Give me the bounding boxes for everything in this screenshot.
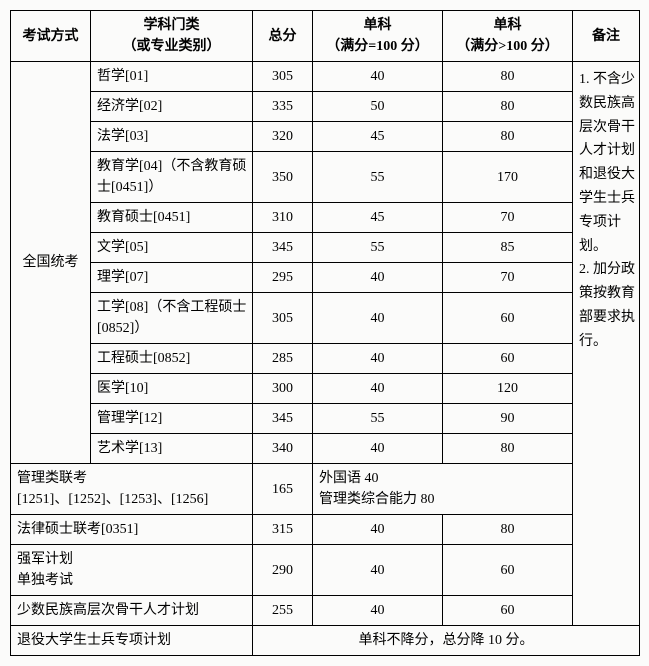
table-row: 全国统考 哲学[01] 305 40 80 1. 不含少数民族高层次骨干人才计划… (11, 62, 640, 92)
cell-total: 315 (253, 515, 313, 545)
h-notes: 备注 (573, 11, 640, 62)
cell-total: 345 (253, 404, 313, 434)
cell-label: 管理类联考[1251]、[1252]、[1253]、[1256] (11, 464, 253, 515)
cell-total: 285 (253, 344, 313, 374)
cell-total: 300 (253, 374, 313, 404)
table-row: 管理类联考[1251]、[1252]、[1253]、[1256] 165 外国语… (11, 464, 640, 515)
cell-subject: 工程硕士[0852] (91, 344, 253, 374)
cell-sgt100: 60 (443, 545, 573, 596)
cell-subject: 教育硕士[0451] (91, 203, 253, 233)
cell-label: 退役大学生士兵专项计划 (11, 626, 253, 656)
cell-s100: 40 (313, 263, 443, 293)
cell-s100: 45 (313, 203, 443, 233)
cell-s100: 40 (313, 62, 443, 92)
cell-sgt100: 80 (443, 62, 573, 92)
cell-subject: 医学[10] (91, 374, 253, 404)
cell-s100: 40 (313, 596, 443, 626)
table-row: 理学[07] 295 40 70 (11, 263, 640, 293)
cell-subject: 经济学[02] (91, 92, 253, 122)
cell-s100: 50 (313, 92, 443, 122)
table-row: 经济学[02] 335 50 80 (11, 92, 640, 122)
cell-total: 295 (253, 263, 313, 293)
cell-sgt100: 120 (443, 374, 573, 404)
cell-s100: 55 (313, 404, 443, 434)
cell-total: 320 (253, 122, 313, 152)
cell-sgt100: 170 (443, 152, 573, 203)
cell-sgt100: 60 (443, 293, 573, 344)
h-exam-type: 考试方式 (11, 11, 91, 62)
cell-label: 法律硕士联考[0351] (11, 515, 253, 545)
cell-s100: 55 (313, 152, 443, 203)
table-row: 退役大学生士兵专项计划 单科不降分，总分降 10 分。 (11, 626, 640, 656)
cell-subject: 教育学[04]（不含教育硕士[0451]） (91, 152, 253, 203)
cell-subject: 法学[03] (91, 122, 253, 152)
cell-total: 310 (253, 203, 313, 233)
cell-s100: 40 (313, 545, 443, 596)
cell-sgt100: 60 (443, 344, 573, 374)
cell-sgt100: 70 (443, 203, 573, 233)
cell-subject: 管理学[12] (91, 404, 253, 434)
cell-total: 305 (253, 293, 313, 344)
table-row: 工学[08]（不含工程硕士[0852]） 305 40 60 (11, 293, 640, 344)
cell-sgt100: 80 (443, 92, 573, 122)
cell-total: 345 (253, 233, 313, 263)
cell-total: 340 (253, 434, 313, 464)
table-row: 少数民族高层次骨干人才计划 255 40 60 (11, 596, 640, 626)
cell-total: 305 (253, 62, 313, 92)
table-row: 教育硕士[0451] 310 45 70 (11, 203, 640, 233)
cell-sgt100: 90 (443, 404, 573, 434)
table-row: 强军计划单独考试 290 40 60 (11, 545, 640, 596)
group-label: 全国统考 (11, 62, 91, 464)
cell-subject: 哲学[01] (91, 62, 253, 92)
cell-s100: 40 (313, 434, 443, 464)
cell-s100: 40 (313, 293, 443, 344)
table-row: 艺术学[13] 340 40 80 (11, 434, 640, 464)
cell-total: 255 (253, 596, 313, 626)
header-row: 考试方式 学科门类（或专业类别） 总分 单科（满分=100 分） 单科（满分>1… (11, 11, 640, 62)
table-row: 法学[03] 320 45 80 (11, 122, 640, 152)
cell-total: 350 (253, 152, 313, 203)
h-sgt100: 单科（满分>100 分） (443, 11, 573, 62)
cell-sgt100: 60 (443, 596, 573, 626)
score-table: 考试方式 学科门类（或专业类别） 总分 单科（满分=100 分） 单科（满分>1… (10, 10, 640, 656)
cell-subject: 艺术学[13] (91, 434, 253, 464)
cell-label: 少数民族高层次骨干人才计划 (11, 596, 253, 626)
cell-s100: 40 (313, 515, 443, 545)
cell-sgt100: 80 (443, 434, 573, 464)
table-row: 法律硕士联考[0351] 315 40 80 (11, 515, 640, 545)
cell-total: 290 (253, 545, 313, 596)
cell-subject: 工学[08]（不含工程硕士[0852]） (91, 293, 253, 344)
cell-merged: 外国语 40管理类综合能力 80 (313, 464, 573, 515)
table-row: 工程硕士[0852] 285 40 60 (11, 344, 640, 374)
cell-s100: 45 (313, 122, 443, 152)
cell-label: 强军计划单独考试 (11, 545, 253, 596)
cell-subject: 理学[07] (91, 263, 253, 293)
cell-total: 335 (253, 92, 313, 122)
cell-sgt100: 80 (443, 122, 573, 152)
cell-s100: 40 (313, 344, 443, 374)
table-row: 教育学[04]（不含教育硕士[0451]） 350 55 170 (11, 152, 640, 203)
cell-merged-full: 单科不降分，总分降 10 分。 (253, 626, 640, 656)
table-row: 管理学[12] 345 55 90 (11, 404, 640, 434)
table-row: 文学[05] 345 55 85 (11, 233, 640, 263)
cell-sgt100: 70 (443, 263, 573, 293)
table-row: 医学[10] 300 40 120 (11, 374, 640, 404)
h-subject: 学科门类（或专业类别） (91, 11, 253, 62)
cell-subject: 文学[05] (91, 233, 253, 263)
notes-cell: 1. 不含少数民族高层次骨干人才计划和退役大学生士兵专项计划。2. 加分政策按教… (573, 62, 640, 626)
h-s100: 单科（满分=100 分） (313, 11, 443, 62)
cell-sgt100: 80 (443, 515, 573, 545)
cell-s100: 40 (313, 374, 443, 404)
h-total: 总分 (253, 11, 313, 62)
cell-total: 165 (253, 464, 313, 515)
cell-sgt100: 85 (443, 233, 573, 263)
cell-s100: 55 (313, 233, 443, 263)
